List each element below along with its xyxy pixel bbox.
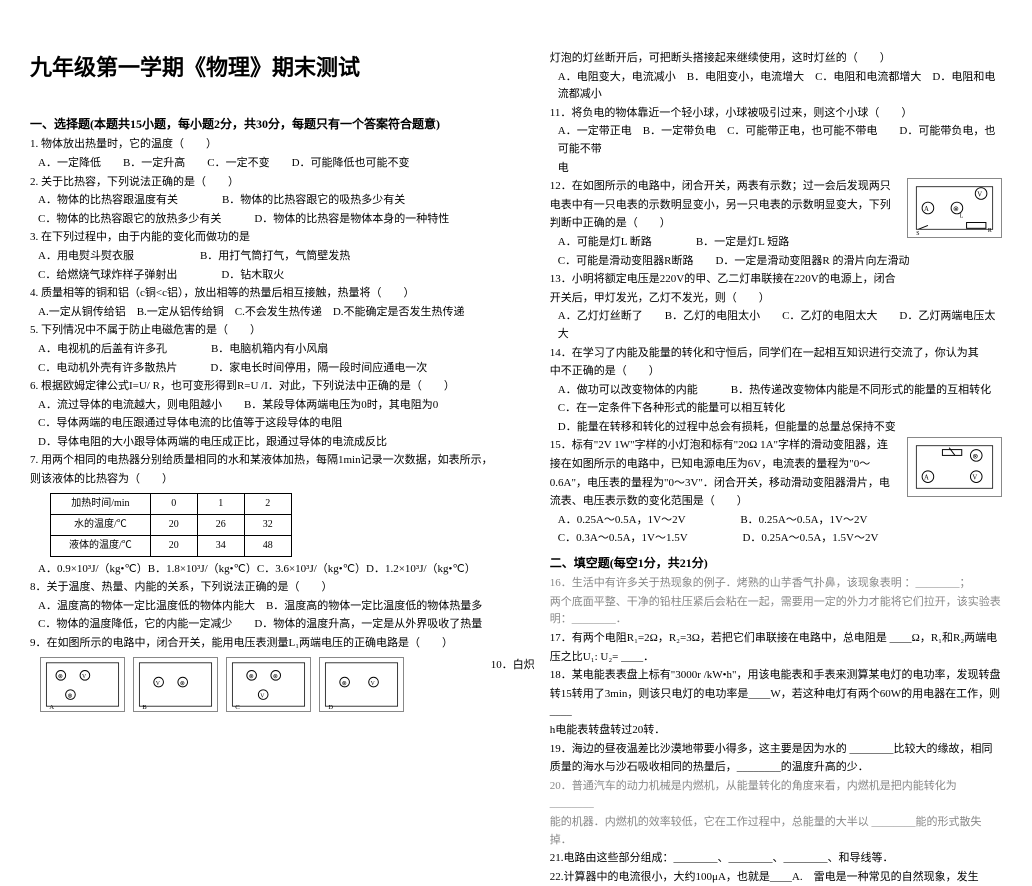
- q13: 13．小明将额定电压是220V的甲、乙二灯串联接在220V的电源上，闭合: [550, 271, 1002, 289]
- q8b: C．物体的温度降低，它的内能一定减少 D．物体的温度升高，一定是从外界吸收了热量: [30, 616, 530, 634]
- section1-heading: 一、选择题(本题共15小题，每小题2分，共30分，每题只有一个答案符合题意): [30, 115, 530, 134]
- q4: 4. 质量相等的铜和铝（c铜<c铝），放出相等的热量后相互接触，热量将（ ）: [30, 285, 530, 303]
- q17: 17．有两个电阻R₁=2Ω，R₂=3Ω，若把它们串联接在电路中，总电阻是 ___…: [550, 630, 1002, 648]
- circuit-q15: ⊗ V A: [907, 437, 1002, 497]
- q14c: C．在一定条件下各种形式的能量可以相互转化: [550, 400, 1002, 418]
- q7b: 则该液体的比热容为（ ）: [30, 471, 530, 489]
- q7: 7. 用两个相同的电热器分别给质量相同的水和某液体加热，每隔1min记录一次数据…: [30, 452, 530, 470]
- svg-text:⊗: ⊗: [342, 681, 347, 687]
- svg-text:V: V: [972, 475, 977, 482]
- q2c: C．物体的比热容跟它的放热多少有关 D．物体的比热容是物体本身的一种特性: [30, 211, 530, 229]
- q14b: 中不正确的是（ ）: [550, 363, 1002, 381]
- q15a34: C．0.3A～0.5A，1V～1.5V D．0.25A～0.5A，1.5V～2V: [550, 530, 1002, 548]
- circuit-c: ⊗ ⊗ V C: [226, 657, 311, 712]
- q11opts2: 电: [550, 160, 1002, 178]
- q9: 9．在如图所示的电路中，闭合开关，能用电压表测量L₁两端电压的正确电路是（ ）: [30, 635, 530, 653]
- q13a: A．乙灯灯丝断了 B．乙灯的电阻太小 C．乙灯的电阻太大 D．乙灯两端电压太大: [550, 308, 1002, 343]
- q19b: 质量的海水与沙石吸收相同的热量后，________的温度升高的少．: [550, 759, 1002, 777]
- q3: 3. 在下列过程中，由于内能的变化而做功的是: [30, 229, 530, 247]
- q18c: h电能表转盘转过20转．: [550, 722, 1002, 740]
- q20: 20．普通汽车的动力机械是内燃机，从能量转化的角度来看，内燃机是把内能转化为 _…: [550, 778, 1002, 813]
- page-title: 九年级第一学期《物理》期末测试: [30, 50, 530, 85]
- q5: 5. 下列情况中不属于防止电磁危害的是（ ）: [30, 322, 530, 340]
- q11opts: A．一定带正电 B．一定带负电 C．可能带正电，也可能不带电 D．可能带负电，也…: [550, 123, 1002, 158]
- svg-text:⊗: ⊗: [68, 693, 73, 699]
- svg-text:⊗: ⊗: [972, 454, 978, 461]
- q19: 19．海边的昼夜温差比沙漠地带要小得多，这主要是因为水的 ________比较大…: [550, 741, 1002, 759]
- svg-text:⊗: ⊗: [180, 681, 185, 687]
- svg-text:V: V: [977, 192, 982, 199]
- q16: 16．生活中有许多关于热现象的例子．烤熟的山芋香气扑鼻，该现象表明 ：_____…: [550, 575, 1002, 593]
- q22: 22.计算器中的电流很小，大约100μA，也就是____A. 雷电是一种常见的自…: [550, 869, 1002, 886]
- q18b: 转15转用了3min，则该只电灯的电功率是____W，若这种电灯有两个60W的用…: [550, 686, 1002, 721]
- q2a: A．物体的比热容跟温度有关 B．物体的比热容跟它的吸热多少有关: [30, 192, 530, 210]
- q6c: D．导体电阻的大小跟导体两端的电压成正比，跟通过导体的电流成反比: [30, 434, 530, 452]
- svg-text:A: A: [924, 206, 929, 213]
- q10-side: 10．白炽: [491, 657, 535, 674]
- q8a: A．温度高的物体一定比温度低的物体内能大 B．温度高的物体一定比温度低的物体热量…: [30, 598, 530, 616]
- q10: 灯泡的灯丝断开后，可把断头搭接起来继续使用，这时灯丝的（ ）: [550, 50, 1002, 68]
- section2-heading: 二、填空题(每空1分，共21分): [550, 554, 1002, 573]
- svg-text:⊗: ⊗: [58, 674, 63, 680]
- svg-text:C: C: [235, 704, 240, 711]
- q3ab: A．用电熨斗熨衣服 B．用打气筒打气，气筒壁发热: [30, 248, 530, 266]
- svg-text:V: V: [156, 681, 161, 687]
- circuit-a: ⊗ V ⊗ A: [40, 657, 125, 712]
- svg-text:S: S: [916, 231, 919, 237]
- q7opts: A．0.9×10³J/（kg•℃）B．1.8×10³J/（kg•℃）C．3.6×…: [30, 561, 530, 579]
- svg-text:A: A: [49, 704, 54, 711]
- svg-text:B: B: [142, 704, 147, 711]
- q1: 1. 物体放出热量时，它的温度（ ）: [30, 136, 530, 154]
- q14: 14．在学习了内能及能量的转化和守恒后，同学们在一起相互知识进行交流了，你认为其: [550, 345, 1002, 363]
- svg-text:D: D: [328, 704, 333, 711]
- q12a3: C．可能是滑动变阻器R断路 D．一定是滑动变阻器R 的滑片向左滑动: [550, 253, 1002, 271]
- q16b: 两个底面平整、干净的铅柱压紧后会粘在一起，需要用一定的外力才能将它们拉开，该实验…: [550, 594, 1002, 629]
- svg-text:A: A: [924, 475, 929, 482]
- svg-text:L: L: [960, 214, 964, 220]
- q11: 11．将负电的物体靠近一个轻小球，小球被吸引过来，则这个小球（ ）: [550, 105, 1002, 123]
- q5cd: C．电动机外壳有许多散热片 D．家电长时间停用，隔一段时间应通电一次: [30, 360, 530, 378]
- q18: 18．某电能表表盘上标有"3000r /kW•h"，用该电能表和手表来测算某电灯…: [550, 667, 1002, 685]
- q6a: A．流过导体的电流越大，则电阻越小 B．某段导体两端电压为0时，其电阻为0: [30, 397, 530, 415]
- q14a: A．做功可以改变物体的内能 B．热传递改变物体内能是不同形式的能量的互相转化: [550, 382, 1002, 400]
- svg-text:R: R: [988, 228, 992, 234]
- q8: 8．关于温度、热量、内能的关系，下列说法正确的是（ ）: [30, 579, 530, 597]
- q1-opts: A．一定降低 B．一定升高 C．一定不变 D．可能降低也可能不变: [30, 155, 530, 173]
- svg-text:⊗: ⊗: [273, 674, 278, 680]
- q17b: 压之比U₁: U₂= ____．: [550, 649, 1002, 667]
- svg-text:V: V: [82, 674, 87, 680]
- circuit-b: V ⊗ B: [133, 657, 218, 712]
- q6b: C．导体两端的电压跟通过导体电流的比值等于这段导体的电阻: [30, 415, 530, 433]
- circuit-q12: V A ⊗L R S: [907, 178, 1002, 238]
- svg-text:⊗: ⊗: [249, 674, 254, 680]
- svg-text:V: V: [371, 681, 376, 687]
- q14d: D．能量在转移和转化的过程中总会有损耗，但能量的总量总保持不变: [550, 419, 1002, 437]
- q10opts: A．电阻变大，电流减小 B．电阻变小，电流增大 C．电阻和电流都增大 D．电阻和…: [550, 69, 1002, 104]
- q6: 6. 根据欧姆定律公式I=U/ R，也可变形得到R=U /I．对此，下列说法中正…: [30, 378, 530, 396]
- circuit-diagrams: ⊗V⊗A V⊗B ⊗⊗VC ⊗VD 10．白炽: [30, 657, 530, 712]
- q4opts: A.一定从铜传给铝 B.一定从铝传给铜 C.不会发生热传递 D.不能确定是否发生…: [30, 304, 530, 322]
- q2: 2. 关于比热容，下列说法正确的是（ ）: [30, 174, 530, 192]
- data-table: 加热时间/min012 水的温度/℃202632 液体的温度/℃203448: [50, 493, 292, 557]
- q5ab: A．电视机的后盖有许多孔 B．电脑机箱内有小风扇: [30, 341, 530, 359]
- q20b: 能的机器．内燃机的效率较低，它在工作过程中，总能量的大半以 ________能的…: [550, 814, 1002, 849]
- q21: 21.电路由这些部分组成：________、________、________、…: [550, 850, 1002, 868]
- circuit-d: ⊗ V D: [319, 657, 404, 712]
- q3cd: C．给燃烧气球炸样子弹射出 D．钻木取火: [30, 267, 530, 285]
- svg-text:⊗: ⊗: [953, 206, 959, 213]
- q13b: 开关后，甲灯发光，乙灯不发光，则（ ）: [550, 290, 1002, 308]
- svg-text:V: V: [260, 693, 265, 699]
- q15a12: A．0.25A～0.5A，1V～2V B．0.25A～0.5A，1V～2V: [550, 512, 1002, 530]
